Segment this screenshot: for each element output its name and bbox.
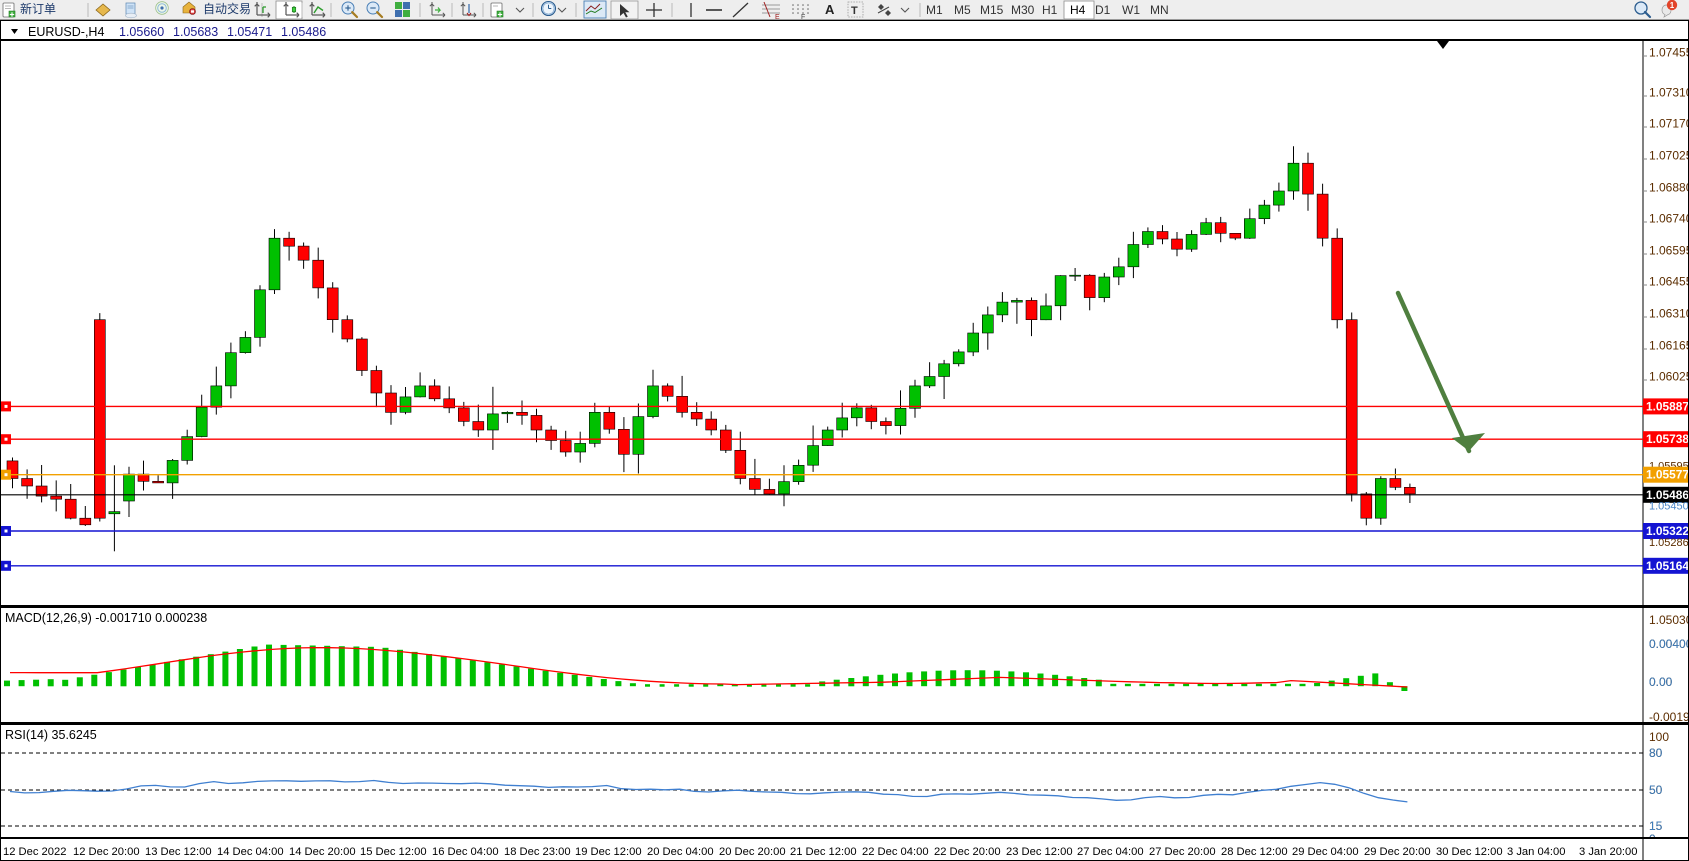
svg-text:1.05660: 1.05660 xyxy=(119,25,164,39)
svg-text:1.07170: 1.07170 xyxy=(1649,117,1689,131)
svg-text:50: 50 xyxy=(1649,783,1663,797)
svg-text:M5: M5 xyxy=(954,3,971,17)
svg-text:D1: D1 xyxy=(1095,3,1111,17)
svg-text:A: A xyxy=(825,2,835,17)
svg-text:MN: MN xyxy=(1150,3,1169,17)
svg-text:16 Dec 04:00: 16 Dec 04:00 xyxy=(432,846,499,858)
svg-text:新订单: 新订单 xyxy=(20,1,56,16)
svg-text:19 Dec 12:00: 19 Dec 12:00 xyxy=(575,846,642,858)
svg-text:1.05738: 1.05738 xyxy=(1646,432,1689,446)
svg-text:1.05286: 1.05286 xyxy=(1649,537,1689,549)
svg-text:W1: W1 xyxy=(1122,3,1140,17)
svg-text:自动交易: 自动交易 xyxy=(203,1,251,16)
svg-text:1.07310: 1.07310 xyxy=(1649,86,1689,100)
svg-text:3 Jan 04:00: 3 Jan 04:00 xyxy=(1507,846,1565,858)
svg-text:12 Dec 2022: 12 Dec 2022 xyxy=(3,846,66,858)
svg-text:0.00: 0.00 xyxy=(1649,675,1673,689)
svg-text:100: 100 xyxy=(1649,730,1669,744)
svg-text:3 Jan 20:00: 3 Jan 20:00 xyxy=(1579,846,1637,858)
svg-text:22 Dec 04:00: 22 Dec 04:00 xyxy=(862,846,929,858)
svg-text:1: 1 xyxy=(1670,1,1675,10)
svg-text:27 Dec 20:00: 27 Dec 20:00 xyxy=(1149,846,1216,858)
svg-text:M30: M30 xyxy=(1011,3,1035,17)
svg-text:1.06880: 1.06880 xyxy=(1649,181,1689,195)
svg-text:1.05450: 1.05450 xyxy=(1649,501,1689,513)
svg-text:M15: M15 xyxy=(980,3,1004,17)
svg-text:20 Dec 04:00: 20 Dec 04:00 xyxy=(647,846,714,858)
svg-text:22 Dec 20:00: 22 Dec 20:00 xyxy=(934,846,1001,858)
svg-text:-0.001983: -0.001983 xyxy=(1649,710,1689,723)
svg-text:MACD(12,26,9) -0.001710 0.0002: MACD(12,26,9) -0.001710 0.000238 xyxy=(5,611,207,625)
svg-text:18 Dec 23:00: 18 Dec 23:00 xyxy=(504,846,571,858)
svg-text:30 Dec 12:00: 30 Dec 12:00 xyxy=(1436,846,1503,858)
svg-text:1.06310: 1.06310 xyxy=(1649,307,1689,321)
svg-text:1.06025: 1.06025 xyxy=(1649,370,1689,384)
svg-text:14 Dec 04:00: 14 Dec 04:00 xyxy=(217,846,284,858)
svg-text:80: 80 xyxy=(1649,746,1663,760)
svg-text:21 Dec 12:00: 21 Dec 12:00 xyxy=(790,846,857,858)
svg-text:H4: H4 xyxy=(1070,3,1086,17)
svg-text:1.07455: 1.07455 xyxy=(1649,46,1689,60)
svg-text:12 Dec 20:00: 12 Dec 20:00 xyxy=(73,846,140,858)
svg-text:27 Dec 04:00: 27 Dec 04:00 xyxy=(1077,846,1144,858)
svg-text:14 Dec 20:00: 14 Dec 20:00 xyxy=(289,846,356,858)
svg-text:13 Dec 12:00: 13 Dec 12:00 xyxy=(145,846,212,858)
svg-text:1.06595: 1.06595 xyxy=(1649,244,1689,258)
svg-text:1.05486: 1.05486 xyxy=(281,25,326,39)
svg-text:1.05887: 1.05887 xyxy=(1646,399,1689,413)
svg-text:1.05322: 1.05322 xyxy=(1646,524,1689,538)
svg-text:M1: M1 xyxy=(926,3,943,17)
svg-text:1.05030: 1.05030 xyxy=(1649,613,1689,627)
svg-text:1.05471: 1.05471 xyxy=(227,25,272,39)
svg-text:1.06740: 1.06740 xyxy=(1649,212,1689,226)
svg-text:RSI(14) 35.6245: RSI(14) 35.6245 xyxy=(5,728,97,742)
svg-text:28 Dec 12:00: 28 Dec 12:00 xyxy=(1221,846,1288,858)
svg-text:15: 15 xyxy=(1649,819,1663,833)
svg-text:1.05164: 1.05164 xyxy=(1646,559,1689,573)
svg-text:1.07025: 1.07025 xyxy=(1649,149,1689,163)
svg-text:20 Dec 20:00: 20 Dec 20:00 xyxy=(719,846,786,858)
svg-text:15 Dec 12:00: 15 Dec 12:00 xyxy=(360,846,427,858)
svg-text:1.06455: 1.06455 xyxy=(1649,275,1689,289)
svg-text:1.05683: 1.05683 xyxy=(173,25,218,39)
svg-text:29 Dec 04:00: 29 Dec 04:00 xyxy=(1292,846,1359,858)
svg-text:0.004008: 0.004008 xyxy=(1649,637,1689,651)
svg-text:1.05577: 1.05577 xyxy=(1646,468,1689,482)
svg-text:1.06165: 1.06165 xyxy=(1649,339,1689,353)
svg-text:H1: H1 xyxy=(1042,3,1058,17)
svg-text:29 Dec 20:00: 29 Dec 20:00 xyxy=(1364,846,1431,858)
svg-text:23 Dec 12:00: 23 Dec 12:00 xyxy=(1006,846,1073,858)
svg-text:EURUSD-,H4: EURUSD-,H4 xyxy=(28,25,104,39)
svg-text:T: T xyxy=(851,5,858,17)
